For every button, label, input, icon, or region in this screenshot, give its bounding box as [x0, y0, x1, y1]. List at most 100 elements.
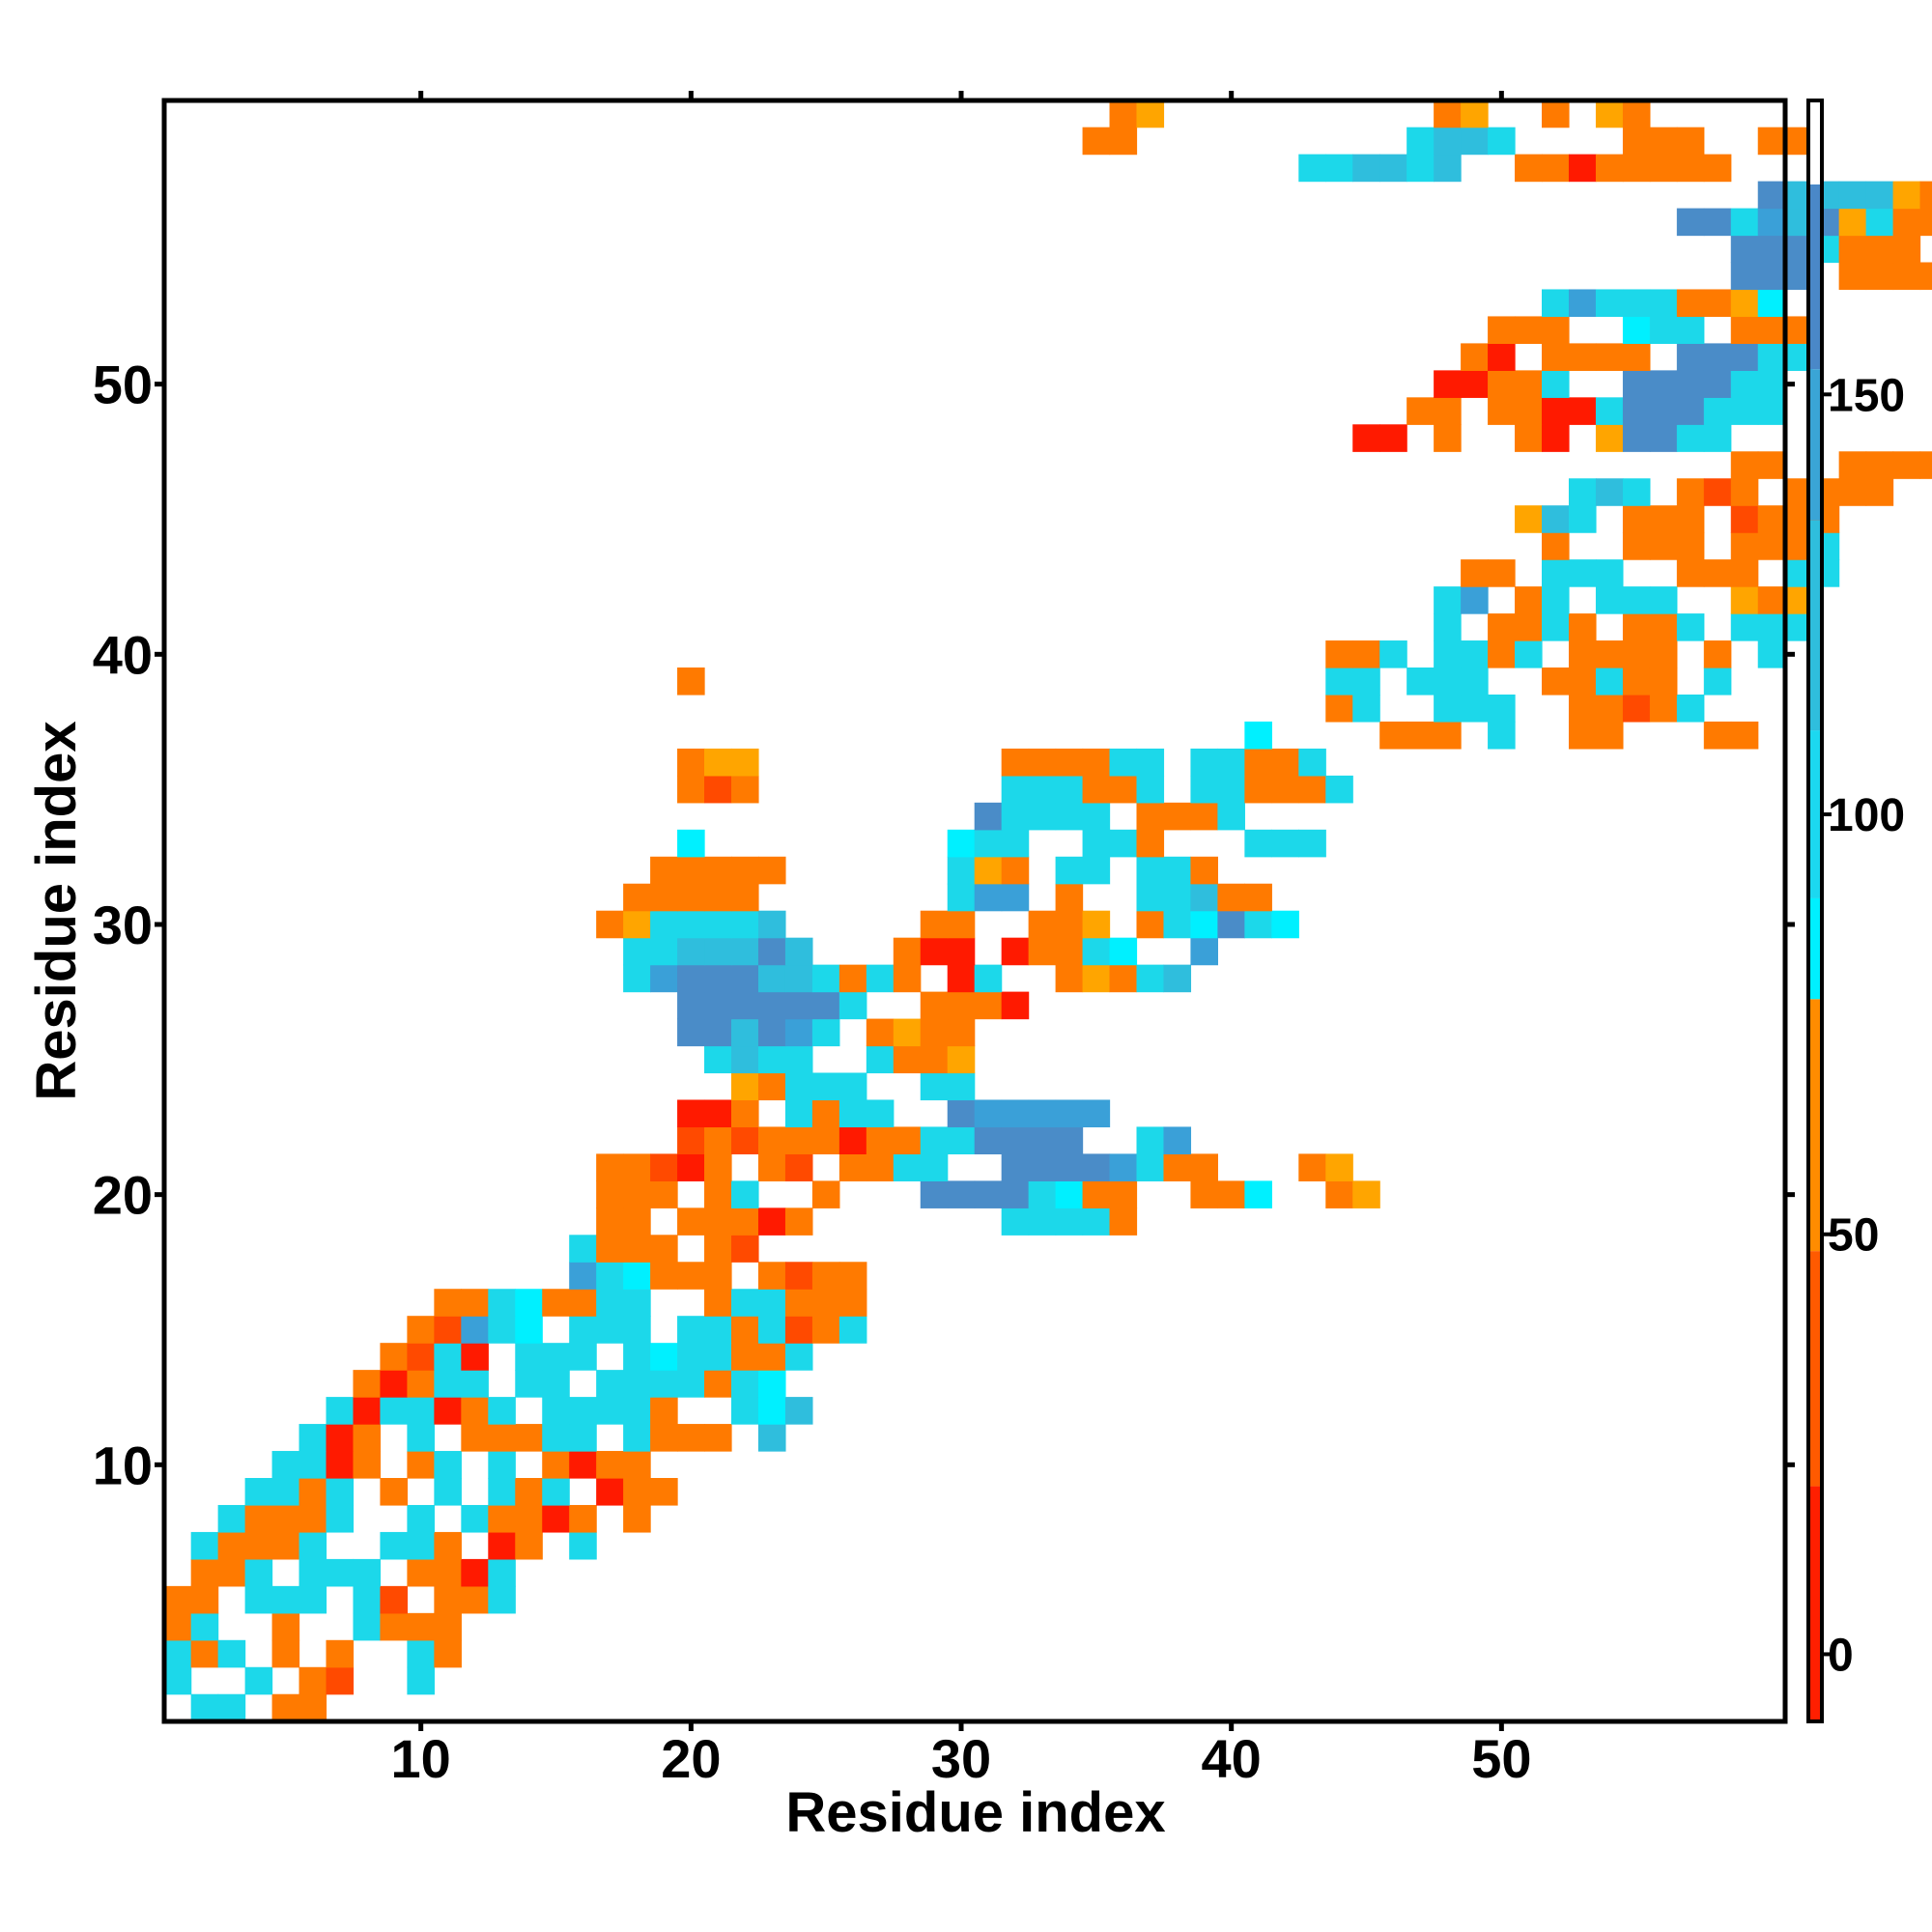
y-axis-ticks: 10 20 30 40 50 — [93, 355, 1795, 1495]
heatmap-cell — [1136, 775, 1165, 804]
heatmap-cell — [1406, 721, 1435, 750]
heatmap-cell — [488, 1558, 516, 1587]
heatmap-cell — [1568, 289, 1597, 318]
heatmap-cell — [704, 748, 732, 777]
heatmap-cell — [1730, 397, 1759, 425]
heatmap-cell — [650, 1424, 678, 1452]
heatmap-cell — [326, 1666, 355, 1695]
heatmap-cell — [1622, 289, 1651, 318]
heatmap-cell — [271, 1451, 300, 1479]
heatmap-cell — [1298, 154, 1326, 183]
heatmap-cell — [784, 1045, 813, 1074]
heatmap-cell — [596, 1262, 624, 1290]
heatmap-cell — [1703, 668, 1732, 696]
heatmap-cell — [1568, 343, 1597, 371]
heatmap-cell — [1542, 559, 1570, 587]
heatmap-cell — [1730, 721, 1759, 750]
heatmap-cell — [461, 1504, 489, 1533]
heatmap-cell — [920, 991, 949, 1020]
heatmap-cell — [542, 1451, 570, 1479]
heatmap-cell — [1488, 721, 1516, 750]
heatmap-cell — [731, 1370, 759, 1398]
heatmap-cell — [947, 1126, 976, 1154]
heatmap-cell — [1730, 262, 1759, 291]
heatmap-cell — [757, 1072, 786, 1101]
heatmap-cell — [1001, 991, 1030, 1020]
heatmap-cell — [974, 883, 1003, 912]
heatmap-cell — [1298, 1153, 1326, 1181]
heatmap-cell — [650, 910, 678, 939]
heatmap-cell — [1568, 721, 1597, 750]
plot-frame — [161, 98, 1788, 1724]
heatmap-cell — [1542, 613, 1570, 641]
heatmap-cell — [271, 1612, 300, 1641]
heatmap-cell — [1757, 208, 1786, 237]
heatmap-cell — [407, 1558, 435, 1587]
heatmap-cell — [217, 1531, 246, 1560]
heatmap-cell — [866, 1018, 895, 1047]
heatmap-cell — [1055, 856, 1084, 885]
heatmap-cell — [650, 1343, 678, 1371]
heatmap-cell — [1488, 316, 1516, 344]
heatmap-cell — [1676, 694, 1705, 723]
heatmap-cell — [515, 1424, 543, 1452]
heatmap-cell — [1434, 424, 1462, 452]
heatmap-cell — [757, 937, 786, 966]
heatmap-cell — [1676, 154, 1705, 183]
heatmap-cell — [838, 1316, 867, 1344]
heatmap-cell — [704, 1180, 732, 1208]
colorbar-tick-label: 100 — [1828, 790, 1905, 841]
heatmap-cell — [1028, 1208, 1057, 1236]
heatmap-cell — [947, 883, 976, 912]
heatmap-cell — [190, 1612, 219, 1641]
heatmap-cell — [731, 775, 759, 804]
heatmap-cell — [1001, 1180, 1030, 1208]
heatmap-cell — [677, 1099, 705, 1128]
heatmap-cell — [784, 1153, 813, 1181]
heatmap-cell — [1622, 478, 1651, 506]
heatmap-cell — [893, 1126, 922, 1154]
heatmap-cell — [623, 1478, 651, 1506]
heatmap-cell — [1217, 775, 1245, 804]
heatmap-cell — [596, 1316, 624, 1344]
heatmap-cell — [353, 1424, 382, 1452]
heatmap-cell — [298, 1531, 327, 1560]
heatmap-cell — [1649, 424, 1678, 452]
heatmap-cell — [650, 1370, 678, 1398]
heatmap-cell — [1217, 802, 1245, 831]
heatmap-cell — [677, 991, 705, 1020]
heatmap-cell — [1055, 1180, 1084, 1208]
heatmap-cell — [623, 1289, 651, 1317]
heatmap-cell — [1379, 721, 1407, 750]
heatmap-cell — [380, 1612, 408, 1641]
heatmap-cell — [1082, 856, 1111, 885]
heatmap-cell — [1082, 748, 1111, 777]
heatmap-cell — [1730, 343, 1759, 371]
heatmap-cell — [1136, 1153, 1165, 1181]
heatmap-cell — [784, 1126, 813, 1154]
heatmap-cell — [1136, 910, 1165, 939]
heatmap-cell — [1595, 99, 1624, 128]
heatmap-cell — [1649, 532, 1678, 560]
heatmap-cell — [461, 1397, 489, 1425]
heatmap-cell — [1488, 370, 1516, 398]
heatmap-cell — [650, 937, 678, 966]
heatmap-cell — [784, 1072, 813, 1101]
heatmap-cell — [1217, 748, 1245, 777]
heatmap-cell — [1461, 127, 1489, 156]
heatmap-cell — [1757, 397, 1786, 425]
heatmap-cell — [244, 1504, 273, 1533]
heatmap-cell — [569, 1424, 597, 1452]
heatmap-cell — [488, 1585, 516, 1614]
heatmap-cell — [1406, 397, 1435, 425]
x-tick-label: 40 — [1202, 1728, 1262, 1789]
y-tick-label: 10 — [93, 1435, 153, 1495]
heatmap-cell — [1542, 586, 1570, 614]
heatmap-cell — [974, 1180, 1003, 1208]
heatmap-cell — [353, 1558, 382, 1587]
heatmap-cell — [596, 1180, 624, 1208]
heatmap-cell — [1622, 127, 1651, 156]
heatmap-cell — [1136, 883, 1165, 912]
heatmap-cell — [596, 1235, 624, 1263]
